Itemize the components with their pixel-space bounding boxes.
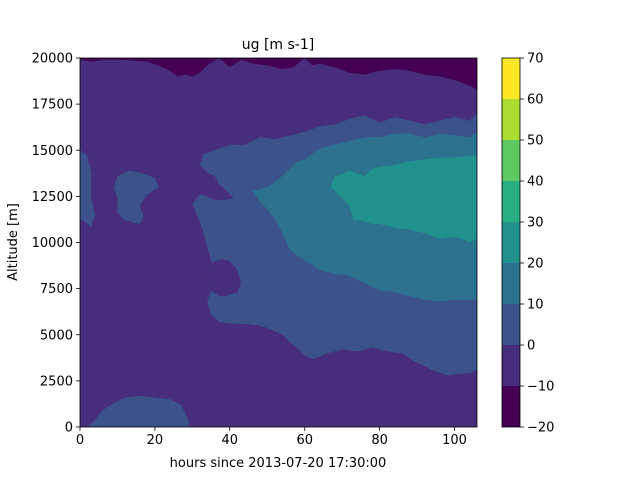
x-tick-label: 60 [296, 433, 313, 448]
colorbar-tick-label: 40 [527, 175, 544, 190]
x-tick-label: 20 [147, 433, 164, 448]
x-axis: 0 20 40 60 80 100 [76, 427, 467, 448]
colorbar-tick-label: 10 [527, 298, 544, 313]
colorbar: −20 −10 0 10 20 30 40 50 60 70 [501, 52, 554, 436]
y-tick-label: 7500 [40, 282, 73, 297]
x-axis-label: hours since 2013-07-20 17:30:00 [170, 456, 387, 471]
colorbar-tick-label: 60 [527, 93, 544, 108]
colorbar-tick-label: −20 [527, 421, 554, 436]
y-tick-label: 10000 [32, 236, 73, 251]
y-axis: 0 2500 5000 7500 10000 12500 15000 17500 20000 [32, 52, 80, 436]
colorbar-segment [502, 181, 520, 222]
y-tick-label: 20000 [32, 52, 73, 67]
contour-region-left-edge-0-10 [80, 150, 95, 228]
colorbar-tick-label: 30 [527, 216, 544, 231]
y-tick-label: 5000 [40, 328, 73, 343]
colorbar-segment [502, 58, 520, 99]
y-tick-label: 0 [65, 421, 73, 436]
x-tick-label: 100 [442, 433, 467, 448]
colorbar-tick-label: 50 [527, 134, 544, 149]
contour-region-left-blob-0-10 [113, 170, 159, 224]
y-tick-label: 17500 [32, 98, 73, 113]
colorbar-tick-label: −10 [527, 380, 554, 395]
colorbar-segment [502, 263, 520, 304]
y-tick-label: 15000 [32, 144, 73, 159]
contour-region-mid-blob-negative [207, 259, 241, 296]
contour-regions [80, 58, 477, 427]
contour-region-jet-core-20-30 [330, 155, 477, 243]
y-tick-label: 12500 [32, 190, 73, 205]
y-tick-label: 2500 [40, 374, 73, 389]
x-tick-label: 40 [222, 433, 239, 448]
chart-title: ug [m s-1] [242, 37, 314, 53]
colorbar-segment [502, 99, 520, 140]
x-tick-label: 80 [371, 433, 388, 448]
contour-region-upper-negative-band [80, 58, 477, 90]
colorbar-tick-label: 70 [527, 52, 544, 67]
contour-region-bottom-blob-0-10 [87, 395, 189, 427]
colorbar-segment [502, 386, 520, 427]
colorbar-tick-label: 20 [527, 257, 544, 272]
y-axis-label: Altitude [m] [6, 203, 21, 281]
colorbar-frame [501, 57, 521, 428]
colorbar-segment [502, 222, 520, 263]
colorbar-segment [502, 345, 520, 386]
colorbar-tick-label: 0 [527, 339, 535, 354]
colorbar-segment [502, 140, 520, 181]
colorbar-segment [502, 304, 520, 345]
x-tick-label: 0 [76, 433, 84, 448]
